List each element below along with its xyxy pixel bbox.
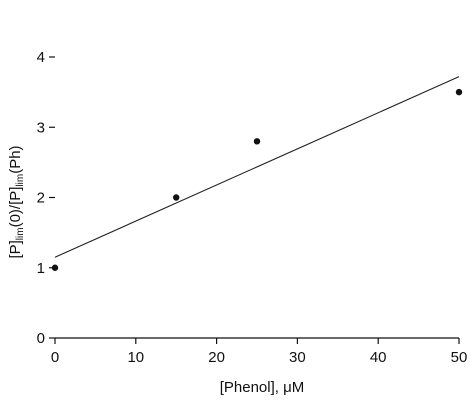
y-tick-label: 3 xyxy=(37,119,45,136)
x-tick-label: 40 xyxy=(370,349,387,366)
x-tick-label: 50 xyxy=(451,349,468,366)
data-point xyxy=(455,88,463,96)
x-axis-label: [Phenol], μM xyxy=(220,379,305,396)
data-point xyxy=(51,264,59,271)
y-tick-label: 4 xyxy=(37,49,45,66)
fit-line xyxy=(54,76,460,258)
y-label-part: (0)/[P] xyxy=(7,187,24,228)
data-point xyxy=(173,194,180,201)
y-label-subscript: lim xyxy=(15,227,26,240)
y-label-part: (Ph) xyxy=(7,145,24,173)
y-axis-label: [P]lim(0)/[P]lim(Ph) xyxy=(7,145,26,258)
x-tick-label: 20 xyxy=(208,349,225,366)
y-label-part: [P] xyxy=(7,240,24,258)
y-tick-label: 0 xyxy=(37,330,45,347)
x-tick-label: 0 xyxy=(51,349,59,366)
y-tick-label: 2 xyxy=(37,190,45,207)
x-tick-label: 10 xyxy=(127,349,144,366)
data-point xyxy=(253,138,261,145)
x-tick-label: 30 xyxy=(289,349,306,366)
data-points xyxy=(51,88,463,271)
y-tick-label: 1 xyxy=(37,260,45,277)
ticks: 0 10 20 30 40 50 0 1 2 3 4 xyxy=(37,49,468,366)
y-label-subscript: lim xyxy=(15,174,26,187)
fit-line-group xyxy=(54,76,460,258)
